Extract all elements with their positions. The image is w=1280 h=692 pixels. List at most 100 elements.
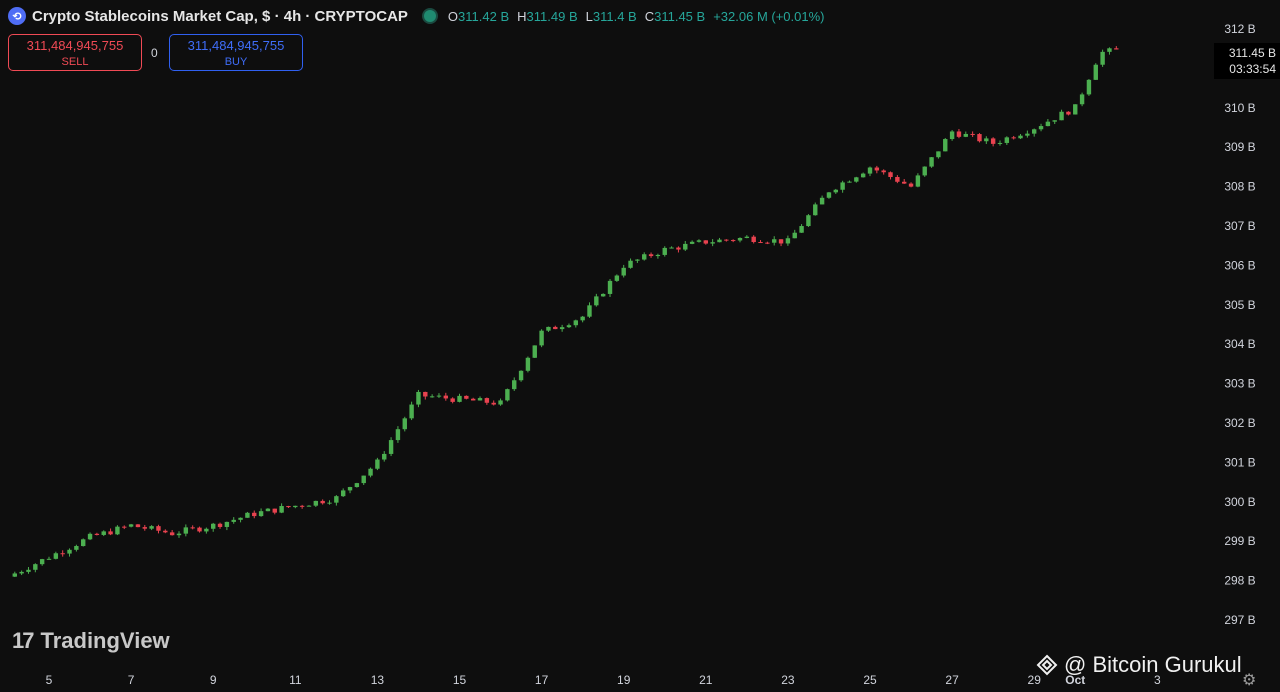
candle-body: [67, 549, 72, 554]
buy-label: BUY: [224, 56, 248, 68]
candle-body: [87, 533, 93, 540]
spread-value: 0: [151, 46, 158, 60]
watermark-text: @ Bitcoin Gurukul: [1064, 652, 1242, 677]
bar-countdown: 03:33:54: [1229, 62, 1276, 76]
candle-body: [354, 483, 360, 488]
candle-body: [464, 395, 469, 399]
candle-body: [607, 280, 613, 294]
candle-body: [265, 508, 271, 512]
candle-body: [81, 539, 86, 547]
candle-body: [833, 189, 838, 193]
candle-body: [895, 176, 900, 182]
candle-body: [744, 236, 750, 238]
candle-body: [518, 370, 524, 381]
candle-body: [902, 181, 907, 184]
settings-gear-icon[interactable]: ⚙: [1242, 672, 1257, 689]
candle-body: [46, 558, 52, 560]
candle-body: [676, 247, 681, 250]
candle-body: [573, 320, 579, 326]
x-tick-label: 3: [1154, 673, 1161, 687]
candle-body: [450, 398, 455, 402]
candle-body: [984, 138, 989, 142]
candle-body: [949, 131, 955, 140]
candle-body: [409, 404, 414, 419]
ohlc-change: +32.06 M (+0.01%): [713, 8, 825, 24]
candle-body: [765, 242, 770, 244]
x-tick-label: 27: [945, 673, 959, 687]
candle-body: [566, 325, 572, 328]
candle-body: [840, 182, 845, 190]
candle-body: [115, 526, 120, 535]
candle-body: [156, 526, 161, 531]
candle-body: [1093, 64, 1098, 80]
watermark: @ Bitcoin Gurukul: [1036, 652, 1242, 678]
sell-button[interactable]: 311,484,945,755 SELL: [8, 34, 142, 71]
candle-body: [142, 527, 147, 529]
candle-body: [1114, 48, 1119, 50]
candle-body: [1018, 135, 1023, 139]
candle-body: [1073, 104, 1078, 115]
candle-body: [614, 275, 620, 281]
ohlc-readout: O311.42 B H311.49 B L311.4 B C311.45 B +…: [448, 9, 825, 24]
candle-body: [368, 468, 373, 476]
candle-body: [908, 183, 914, 187]
candle-body: [183, 527, 189, 534]
candle-body: [1038, 126, 1044, 130]
candle-body: [470, 398, 476, 401]
ohlc-high: H311.49 B: [517, 8, 578, 24]
candle-body: [416, 391, 421, 405]
x-tick-label: Oct: [1065, 673, 1085, 687]
candle-body: [1079, 94, 1085, 105]
x-tick-label: 29: [1028, 673, 1042, 687]
last-price-tag: 311.45 B 03:33:54: [1214, 43, 1280, 79]
candle-body: [943, 139, 948, 152]
candle-body: [108, 531, 113, 535]
candle-body: [320, 500, 325, 504]
candle-body: [956, 131, 962, 137]
buy-button[interactable]: 311,484,945,755 BUY: [169, 34, 303, 71]
candle-body: [149, 526, 154, 529]
candle-body: [39, 559, 45, 565]
candle-body: [854, 177, 859, 182]
candle-body: [655, 254, 661, 257]
candle-body: [799, 226, 804, 233]
ohlc-open: O311.42 B: [447, 8, 510, 24]
candle-body: [74, 546, 79, 550]
x-tick-label: 13: [371, 673, 385, 687]
x-tick-label: 25: [863, 673, 877, 687]
x-tick-label: 19: [617, 673, 631, 687]
candle-body: [874, 167, 880, 171]
candle-body: [224, 521, 230, 527]
chart-title[interactable]: Crypto Stablecoins Market Cap, $ · 4h · …: [32, 7, 408, 25]
candle-body: [1025, 133, 1030, 136]
market-status-icon[interactable]: [423, 10, 436, 22]
diamond-grid-icon: [1036, 654, 1058, 676]
candle-body: [313, 500, 319, 506]
buy-price: 311,484,945,755: [187, 38, 285, 53]
candle-body: [990, 138, 996, 144]
tradingview-logo[interactable]: 17 TradingView: [12, 628, 170, 654]
candle-body: [683, 243, 688, 250]
candle-body: [388, 440, 394, 454]
candle-body: [915, 175, 921, 187]
candle-body: [1045, 121, 1051, 127]
x-tick-label: 17: [535, 673, 549, 687]
candle-body: [546, 326, 551, 331]
candle-body: [730, 240, 736, 242]
candle-body: [1011, 137, 1016, 139]
candle-body: [327, 502, 332, 504]
candle-body: [587, 305, 592, 317]
candle-body: [122, 526, 127, 528]
candle-body: [559, 327, 565, 330]
candle-body: [169, 532, 175, 536]
candle-body: [60, 553, 65, 555]
candle-body: [347, 487, 353, 491]
candle-body: [594, 296, 599, 306]
candle-body: [94, 533, 100, 535]
candle-body: [696, 240, 702, 242]
candle-body: [279, 506, 284, 513]
candle-body: [737, 237, 743, 241]
tradingview-logo-icon: 17: [12, 628, 35, 653]
candle-body: [258, 511, 264, 517]
